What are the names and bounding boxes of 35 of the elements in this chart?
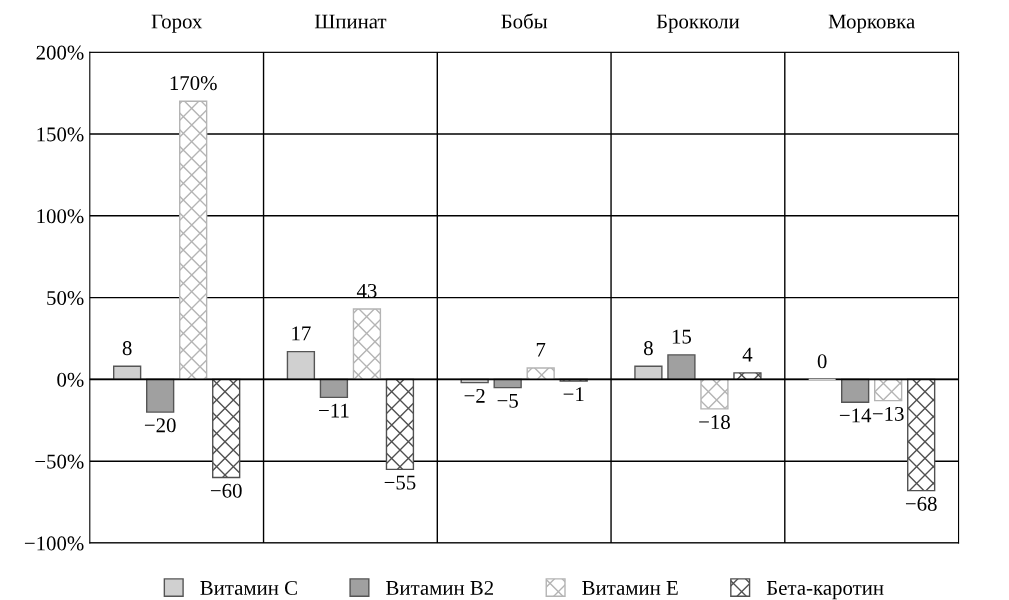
data-label: 15 [672, 329, 692, 344]
y-tick-label: −100% [24, 536, 84, 551]
data-label: 8 [643, 341, 653, 356]
x-tick-label: Бобы [501, 13, 548, 29]
data-label: 8 [122, 341, 132, 356]
data-label: −13 [872, 406, 904, 421]
y-tick-label: 100% [37, 209, 84, 224]
data-label: −14 [839, 408, 872, 423]
y-tick-label: 0% [57, 372, 84, 387]
data-label: 0 [817, 354, 827, 369]
y-tick-label: 150% [37, 127, 84, 142]
legend-label: Бета-каротин [766, 581, 884, 600]
data-label: −18 [699, 415, 730, 430]
x-tick-label: Шпинат [314, 14, 387, 29]
data-label: −20 [144, 418, 176, 433]
x-tick-label: Горох [151, 14, 203, 33]
data-label: −11 [319, 403, 349, 418]
y-tick-label: −50% [35, 454, 84, 469]
data-label: 7 [536, 342, 546, 357]
data-label: −55 [384, 475, 416, 490]
legend-label: Витамин E [582, 581, 678, 595]
data-label: −2 [464, 388, 485, 403]
data-label: −5 [497, 393, 518, 408]
legend-label: Витамин B2 [386, 580, 494, 595]
y-tick-label: 200% [36, 45, 84, 60]
x-tick-label: Брокколи [656, 14, 740, 33]
legend-label: Витамин C [200, 580, 297, 595]
y-tick-label: 50% [47, 290, 84, 306]
data-label: 17 [292, 326, 311, 341]
data-label: 4 [742, 347, 753, 362]
data-label: −60 [210, 483, 242, 498]
data-label: 170% [170, 76, 217, 91]
data-label: −68 [905, 496, 937, 511]
x-tick-label: Морковка [828, 14, 915, 33]
data-label: −1 [563, 387, 584, 402]
